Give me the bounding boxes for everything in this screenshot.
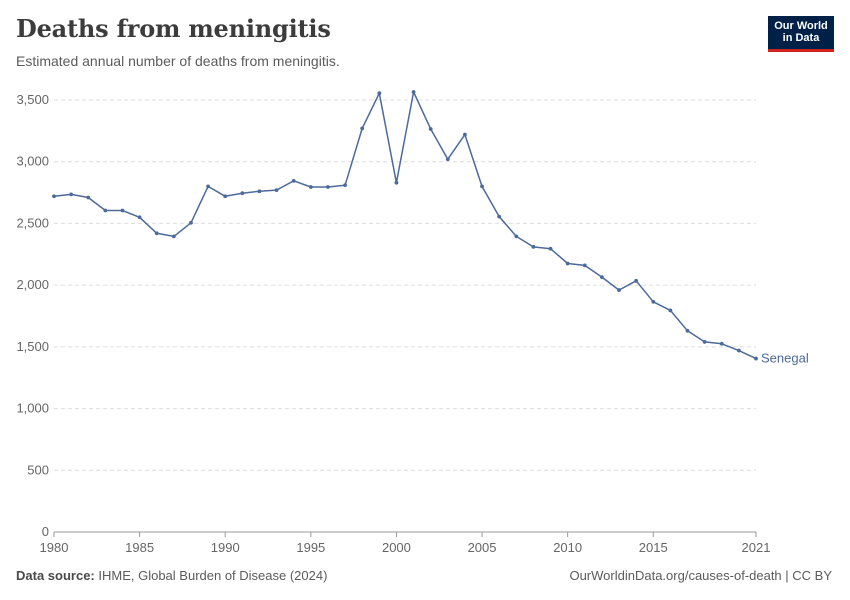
chart-subtitle: Estimated annual number of deaths from m… (16, 53, 340, 69)
y-tick-label: 500 (27, 462, 49, 477)
logo-line-2: in Data (782, 32, 820, 44)
logo-line-1: Our World (774, 20, 828, 32)
data-point (137, 215, 142, 220)
source-label: Data source: (16, 568, 95, 583)
data-point (719, 341, 724, 346)
data-point (69, 192, 74, 197)
x-tick-label: 1980 (40, 540, 69, 555)
x-tick-label: 2005 (468, 540, 497, 555)
footer-url[interactable]: OurWorldinData.org/causes-of-death | CC … (569, 568, 832, 583)
data-point (206, 184, 210, 189)
y-tick-label: 3,500 (16, 92, 49, 107)
y-tick-label: 3,000 (16, 154, 49, 169)
data-point (291, 178, 296, 183)
data-point (480, 184, 484, 189)
data-point (120, 208, 125, 213)
chart-title: Deaths from meningitis (16, 14, 331, 43)
data-point (154, 231, 159, 236)
series-line-senegal (53, 91, 757, 360)
data-point (343, 183, 347, 188)
x-tick-label: 1985 (125, 540, 154, 555)
data-point (617, 288, 621, 292)
y-tick-label: 2,500 (16, 215, 49, 230)
data-point (668, 308, 673, 313)
series-label: Senegal (761, 351, 809, 366)
y-tick-label: 0 (42, 524, 49, 539)
data-point (326, 185, 330, 189)
data-point (274, 188, 279, 193)
y-tick-label: 1,000 (16, 401, 49, 416)
data-point (240, 191, 245, 196)
data-point (685, 328, 690, 333)
data-point (497, 214, 502, 219)
data-point (736, 348, 741, 353)
data-point (360, 126, 365, 131)
data-point (394, 180, 399, 185)
x-tick-label: 2021 (742, 540, 771, 555)
line-chart: 0 500 1,000 1,500 2,000 2,500 3,000 3,500 1980 19… (16, 90, 809, 555)
data-point (754, 356, 758, 361)
source-text: IHME, Global Burden of Disease (2024) (98, 568, 328, 583)
x-tick-label: 2010 (553, 540, 582, 555)
data-point (634, 278, 639, 283)
data-point (86, 195, 91, 200)
footer-source: Data source: IHME, Global Burden of Dise… (16, 568, 327, 583)
data-point (411, 90, 416, 94)
data-point (565, 261, 570, 266)
y-tick-label: 2,000 (16, 277, 49, 292)
data-point (514, 234, 519, 239)
data-point (257, 189, 262, 194)
data-point (377, 91, 382, 96)
data-point (531, 244, 536, 249)
data-point (428, 127, 433, 131)
data-point (52, 194, 56, 199)
data-point (103, 208, 108, 213)
x-tick-label: 1990 (211, 540, 240, 555)
x-tick-label: 2000 (382, 540, 411, 555)
data-point (445, 157, 450, 162)
data-point (651, 299, 656, 304)
data-point (223, 194, 228, 199)
owid-logo[interactable]: Our World in Data (768, 16, 834, 52)
data-point (189, 220, 193, 225)
data-point (308, 185, 313, 189)
data-point (463, 132, 467, 137)
data-point (582, 263, 587, 268)
data-point (548, 246, 553, 251)
data-point (171, 234, 176, 239)
x-tick-label: 2015 (639, 540, 668, 555)
x-tick-label: 1995 (296, 540, 325, 555)
y-tick-label: 1,500 (16, 339, 49, 354)
data-point (600, 275, 604, 280)
data-point (702, 340, 707, 344)
